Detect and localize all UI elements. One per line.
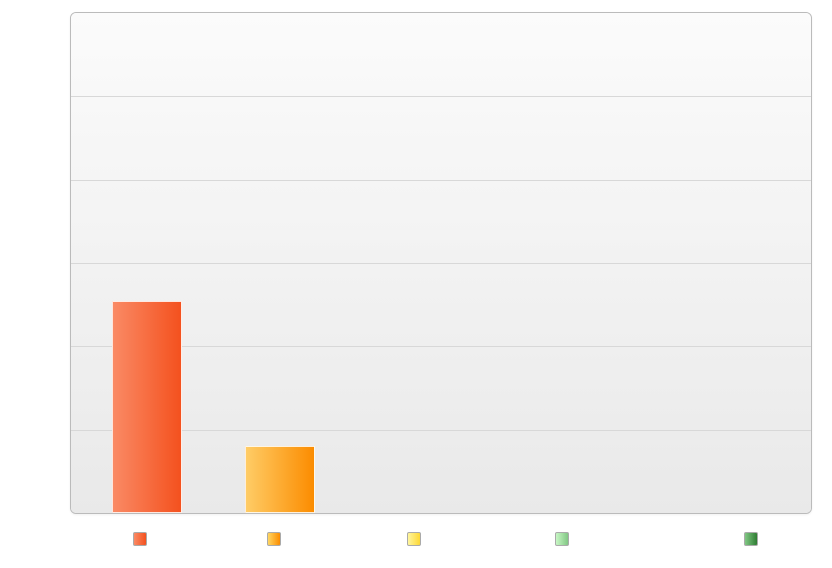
legend-swatch-0 [133, 532, 147, 546]
gridline [71, 430, 811, 431]
legend-swatch-1 [267, 532, 281, 546]
legend-swatch-4 [744, 532, 758, 546]
gridline [71, 263, 811, 264]
gridline [71, 346, 811, 347]
bar-0 [112, 301, 182, 514]
legend-swatch-2 [407, 532, 421, 546]
chart-container: { "chart": { "type": "bar", "plot_area":… [0, 0, 832, 568]
gridline [71, 96, 811, 97]
gridline [71, 180, 811, 181]
legend-swatch-3 [555, 532, 569, 546]
bar-1 [245, 446, 315, 513]
plot-area [70, 12, 812, 514]
